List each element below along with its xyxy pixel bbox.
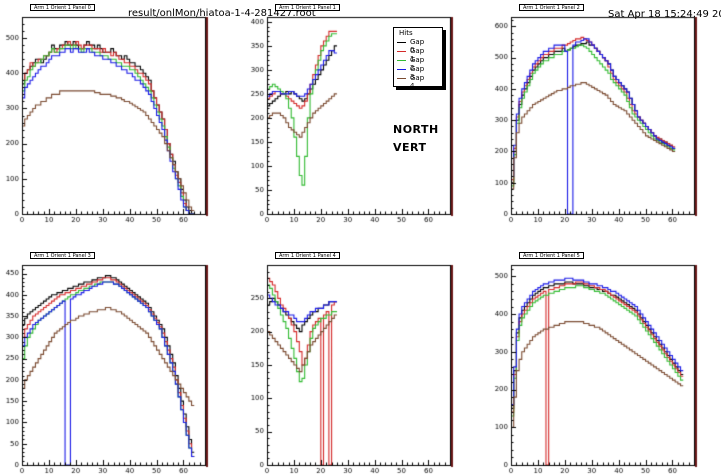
legend: Hits Gap 0 Gap 1 Gap 2 Gap 3 Gap 4	[393, 27, 443, 90]
panel-title-0: Arm 1 Orient 1 Panel 0	[30, 4, 95, 11]
annotation-vert: VERT	[393, 141, 427, 154]
panel-title-3: Arm 1 Orient 1 Panel 3	[30, 252, 95, 259]
panel-title-2: Arm 1 Orient 1 Panel 2	[519, 4, 584, 11]
annotation-north: NORTH	[393, 123, 439, 136]
file-path: result/onlMon/hiatoa-1-4-281427.root	[128, 8, 316, 19]
panel-title-1: Arm 1 Orient 1 Panel 1	[275, 4, 340, 11]
timestamp: Sat Apr 18 15:24:49 2009	[608, 9, 721, 20]
legend-title: Hits	[399, 29, 413, 37]
panel-title-4: Arm 1 Orient 1 Panel 4	[275, 252, 340, 259]
panel-title-5: Arm 1 Orient 1 Panel 5	[519, 252, 584, 259]
